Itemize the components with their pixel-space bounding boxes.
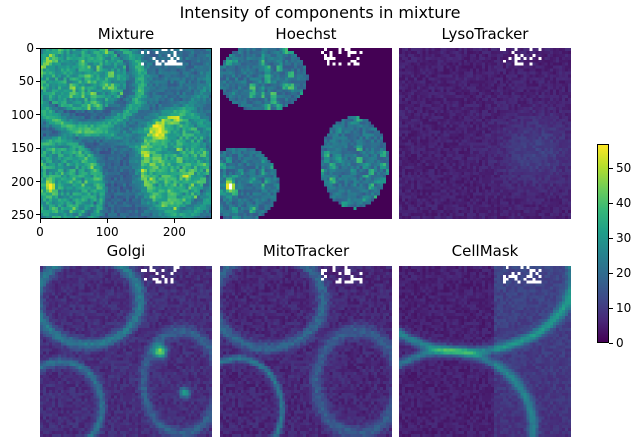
heatmap-mixture <box>40 48 212 219</box>
colorbar-tick-mark <box>609 237 613 239</box>
x-tick-mark <box>39 219 41 223</box>
colorbar-tick-label: 50 <box>616 162 631 174</box>
colorbar-tick-mark <box>609 167 613 169</box>
x-tick-label: 200 <box>159 226 189 238</box>
heatmap-image <box>399 266 571 437</box>
y-tick-mark <box>36 114 40 116</box>
panel-title-mitotracker: MitoTracker <box>220 242 392 260</box>
heatmap-golgi <box>40 266 212 437</box>
y-tick-label: 200 <box>11 176 34 188</box>
panel-title-lysotracker: LysoTracker <box>399 25 571 43</box>
y-tick-label: 0 <box>26 42 34 54</box>
y-tick-label: 50 <box>19 75 34 87</box>
panel-title-mixture: Mixture <box>40 25 212 43</box>
colorbar <box>597 144 609 343</box>
colorbar-tick-label: 0 <box>616 337 624 349</box>
colorbar-tick-label: 30 <box>616 232 631 244</box>
heatmap-image <box>220 266 392 437</box>
y-tick-label: 250 <box>11 209 34 221</box>
heatmap-image <box>40 48 212 219</box>
colorbar-tick-mark <box>609 272 613 274</box>
colorbar-tick-mark <box>609 202 613 204</box>
y-tick-mark <box>36 80 40 82</box>
y-tick-label: 150 <box>11 142 34 154</box>
x-tick-mark <box>106 219 108 223</box>
heatmap-lysotracker <box>399 48 571 219</box>
y-tick-mark <box>36 147 40 149</box>
y-tick-mark <box>36 181 40 183</box>
x-tick-label: 100 <box>92 226 122 238</box>
colorbar-tick-mark <box>609 342 613 344</box>
panel-title-hoechst: Hoechst <box>220 25 392 43</box>
x-tick-label: 0 <box>25 226 55 238</box>
panel-title-cellmask: CellMask <box>399 242 571 260</box>
colorbar-tick-label: 20 <box>616 267 631 279</box>
y-tick-mark <box>36 214 40 216</box>
heatmap-image <box>220 48 392 219</box>
heatmap-image <box>399 48 571 219</box>
heatmap-mitotracker <box>220 266 392 437</box>
y-tick-label: 100 <box>11 109 34 121</box>
colorbar-tick-label: 40 <box>616 197 631 209</box>
colorbar-tick-label: 10 <box>616 302 631 314</box>
heatmap-cellmask <box>399 266 571 437</box>
heatmap-image <box>40 266 212 437</box>
heatmap-hoechst <box>220 48 392 219</box>
panel-title-golgi: Golgi <box>40 242 212 260</box>
x-tick-mark <box>173 219 175 223</box>
colorbar-tick-mark <box>609 307 613 309</box>
figure-title: Intensity of components in mixture <box>0 3 640 22</box>
y-tick-mark <box>36 47 40 49</box>
